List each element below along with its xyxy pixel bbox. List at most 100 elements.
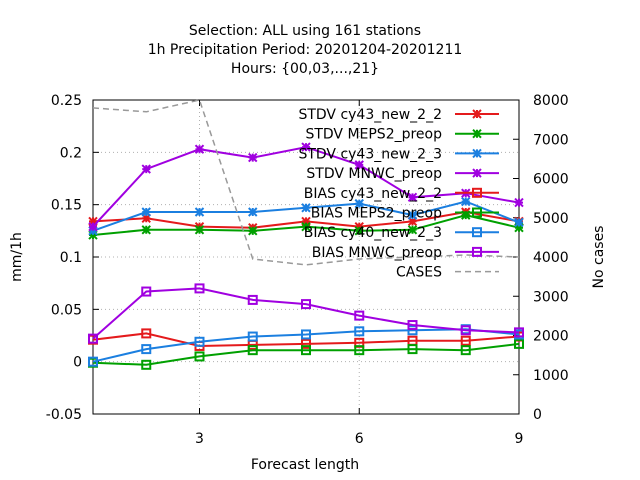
series-3-point-0 <box>88 221 98 232</box>
y2-tick-label-4: 4000 <box>533 250 569 266</box>
series-3-point-1 <box>141 164 151 174</box>
series-6-point-5 <box>354 326 365 337</box>
series-6-point-0 <box>88 356 98 367</box>
legend-entry-0: STDV cy43_new_2_2 <box>298 107 499 123</box>
y-tick-label-6: 0.25 <box>51 93 82 109</box>
legend-label-7: BIAS MNWC_preop <box>312 245 442 261</box>
series-5-point-8 <box>514 338 524 349</box>
series-0-point-1 <box>141 213 151 223</box>
legend-marker-3 <box>472 168 482 178</box>
legend-label-5: BIAS MEPS2_preop <box>311 206 442 222</box>
series-1-point-2 <box>194 225 205 235</box>
series-line-4 <box>92 332 520 348</box>
series-1-point-6 <box>407 225 418 235</box>
series-line-7 <box>92 287 520 340</box>
series-5-point-4 <box>301 345 311 356</box>
x-tick-label-1: 6 <box>355 431 364 447</box>
series-1 <box>88 210 524 240</box>
x-tick-label-0: 3 <box>195 431 204 447</box>
series-0-point-5 <box>354 221 364 232</box>
legend-label-3: STDV MNWC_preop <box>306 166 442 182</box>
series-2-point-1 <box>141 207 151 217</box>
legend-entry-4: BIAS cy43_new_2_2 <box>304 186 499 202</box>
series-3-point-3 <box>248 152 258 163</box>
series-3-point-5 <box>354 160 364 170</box>
legend-marker-6 <box>472 227 482 238</box>
y2-tick-label-5: 5000 <box>533 211 569 227</box>
y2-tick-label-6: 6000 <box>533 172 569 188</box>
series-7-point-8 <box>514 327 524 338</box>
legend-entry-7: BIAS MNWC_preop <box>312 245 499 261</box>
series-1-point-0 <box>88 230 98 240</box>
legend-marker-5 <box>472 207 482 218</box>
series-7-point-2 <box>194 283 205 294</box>
series-2-point-0 <box>88 226 98 236</box>
series-5-point-7 <box>460 345 471 356</box>
series-6 <box>88 324 524 367</box>
legend-marker-0 <box>472 109 482 119</box>
y-tick-label-1: 0 <box>73 355 82 371</box>
series-0-point-4 <box>301 216 311 227</box>
series-5-point-1 <box>141 359 152 370</box>
legend-entry-1: STDV MEPS2_preop <box>305 127 499 143</box>
series-2-point-6 <box>407 210 418 220</box>
legend-entry-8: CASES <box>396 265 499 281</box>
y2-tick-label-7: 7000 <box>533 132 569 148</box>
y2-tick-label-1: 1000 <box>533 368 569 384</box>
y-tick-label-0: -0.05 <box>46 407 82 423</box>
legend-label-4: BIAS cy43_new_2_2 <box>304 186 442 202</box>
title-line-1: Selection: ALL using 161 stations <box>189 23 421 39</box>
legend-entry-2: STDV cy43_new_2_3 <box>298 146 499 162</box>
series-7-point-5 <box>354 310 365 321</box>
series-0-point-0 <box>88 216 98 227</box>
series-1-point-4 <box>301 221 311 232</box>
series-7-point-7 <box>460 325 471 336</box>
legend-label-2: STDV cy43_new_2_3 <box>298 146 442 162</box>
series-2-point-4 <box>301 203 311 213</box>
series-2-point-2 <box>194 207 205 217</box>
series-0-point-6 <box>407 216 418 227</box>
series-1-point-5 <box>354 226 364 236</box>
series-2-point-7 <box>461 196 471 207</box>
series-3-point-6 <box>407 192 418 203</box>
series-5-point-5 <box>354 345 365 356</box>
chart-title: Selection: ALL using 161 stations 1h Pre… <box>148 23 463 77</box>
legend-marker-1 <box>472 128 482 139</box>
series-line-8 <box>92 99 520 266</box>
y2-tick-label-8: 8000 <box>533 93 569 109</box>
legend-label-8: CASES <box>396 265 442 281</box>
series-6-point-4 <box>301 329 311 340</box>
legend-entry-6: BIAS cy40_new_2_3 <box>304 225 499 241</box>
series-2-point-5 <box>354 198 364 209</box>
series-6-point-6 <box>407 325 418 336</box>
y2-tick-label-2: 2000 <box>533 329 569 345</box>
legend: STDV cy43_new_2_2 STDV MEPS2_preop STDV cy… <box>298 107 499 281</box>
series-3-point-8 <box>514 197 524 208</box>
series-1-point-7 <box>461 210 471 220</box>
series-7-point-1 <box>141 286 152 297</box>
series-6-point-2 <box>194 336 205 347</box>
series-line-6 <box>92 328 520 363</box>
axes: -0.05 0 0.05 0.1 0.15 0.2 0.25 0 1000 2000 3000 400… <box>46 93 569 447</box>
series-7-point-3 <box>247 294 258 305</box>
series-7-point-6 <box>407 320 418 331</box>
legend-label-6: BIAS cy40_new_2_3 <box>304 225 442 241</box>
y-tick-label-3: 0.1 <box>60 250 82 266</box>
series-2 <box>88 196 524 236</box>
series-3-point-2 <box>194 144 205 154</box>
series-5-point-3 <box>247 345 258 356</box>
series-6-point-3 <box>247 331 258 342</box>
series-1-point-3 <box>248 226 258 236</box>
y-tick-label-5: 0.2 <box>60 145 82 161</box>
series-8 <box>92 99 520 266</box>
legend-entry-3: STDV MNWC_preop <box>306 166 499 182</box>
series-5-point-6 <box>407 344 418 355</box>
series-line-5 <box>92 342 520 366</box>
series-7-point-4 <box>301 299 311 310</box>
legend-marker-2 <box>472 148 482 159</box>
title-line-2: 1h Precipitation Period: 20201204-202012… <box>148 42 463 58</box>
legend-marker-4 <box>472 187 482 198</box>
series-1-point-1 <box>141 225 151 235</box>
series-4-point-7 <box>460 335 471 346</box>
